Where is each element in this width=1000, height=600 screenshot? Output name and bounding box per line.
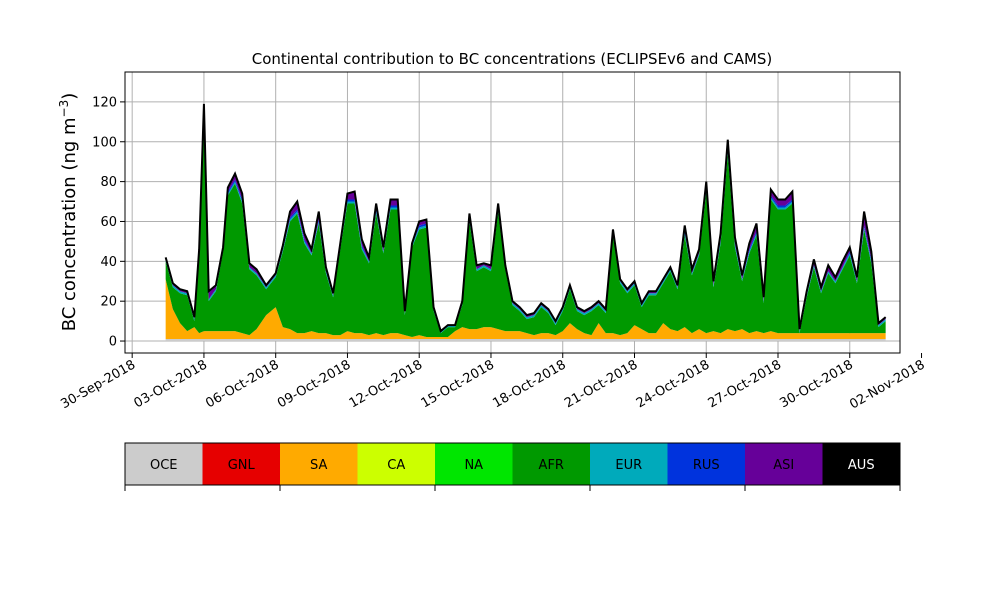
y-axis-label-close: ) <box>59 93 80 100</box>
legend-swatch-afr <box>512 443 590 485</box>
legend-swatch-sa <box>280 443 358 485</box>
x-tick-label: 21-Oct-2018 <box>562 357 640 411</box>
legend-swatch-gnl <box>202 443 280 485</box>
y-tick-label: 100 <box>92 135 117 150</box>
legend-label-eur: EUR <box>615 458 642 473</box>
legend-swatch-aus <box>822 443 900 485</box>
y-axis-label: BC concentration (ng m−3) <box>57 93 80 332</box>
y-tick-label: 60 <box>100 215 117 230</box>
x-tick-label: 24-Oct-2018 <box>634 357 712 411</box>
legend: OCE GNL SA CA NA AFR EUR RUS ASI AUS <box>124 442 901 491</box>
x-tick-label: 15-Oct-2018 <box>419 357 497 411</box>
legend-label-aus: AUS <box>848 458 875 473</box>
x-tick-label: 18-Oct-2018 <box>490 357 568 411</box>
legend-label-ca: CA <box>387 458 405 473</box>
legend-swatch-asi <box>745 443 823 485</box>
y-tick-label: 80 <box>100 175 117 190</box>
legend-label-asi: ASI <box>773 458 794 473</box>
legend-swatch-rus <box>667 443 745 485</box>
legend-swatch-ca <box>357 443 435 485</box>
area-afr <box>165 111 886 338</box>
legend-label-gnl: GNL <box>228 458 256 473</box>
legend-frame <box>124 442 901 486</box>
legend-swatch-eur <box>590 443 668 485</box>
y-tick-label: 120 <box>92 95 117 110</box>
legend-label-rus: RUS <box>693 458 720 473</box>
legend-label-sa: SA <box>310 458 327 473</box>
legend-swatch-na <box>435 443 513 485</box>
legend-label-oce: OCE <box>150 458 178 473</box>
x-tick-label: 30-Oct-2018 <box>777 357 855 411</box>
plot-frame <box>124 71 901 354</box>
y-axis-label-unit-exponent: −3 <box>57 100 71 118</box>
x-tick-label: 30-Sep-2018 <box>58 357 138 412</box>
y-axis-label-text: BC concentration (ng m <box>59 117 80 331</box>
x-tick-label: 12-Oct-2018 <box>347 357 425 411</box>
y-tick-label: 20 <box>100 295 117 310</box>
total-outline <box>164 103 887 333</box>
x-tick-label: 09-Oct-2018 <box>275 357 353 411</box>
area-oce <box>165 339 886 342</box>
x-tick-label: 06-Oct-2018 <box>203 357 281 411</box>
x-tick-label: 03-Oct-2018 <box>132 357 210 411</box>
x-tick-label: 27-Oct-2018 <box>706 357 784 411</box>
y-tick-label: 0 <box>109 335 117 350</box>
stacked-areas <box>164 103 887 342</box>
chart-title: Continental contribution to BC concentra… <box>252 50 773 68</box>
legend-label-afr: AFR <box>539 458 564 473</box>
legend-label-na: NA <box>464 458 483 473</box>
y-tick-label: 40 <box>100 255 117 270</box>
legend-swatch-oce <box>125 443 203 485</box>
x-tick-label: 02-Nov-2018 <box>847 357 927 412</box>
